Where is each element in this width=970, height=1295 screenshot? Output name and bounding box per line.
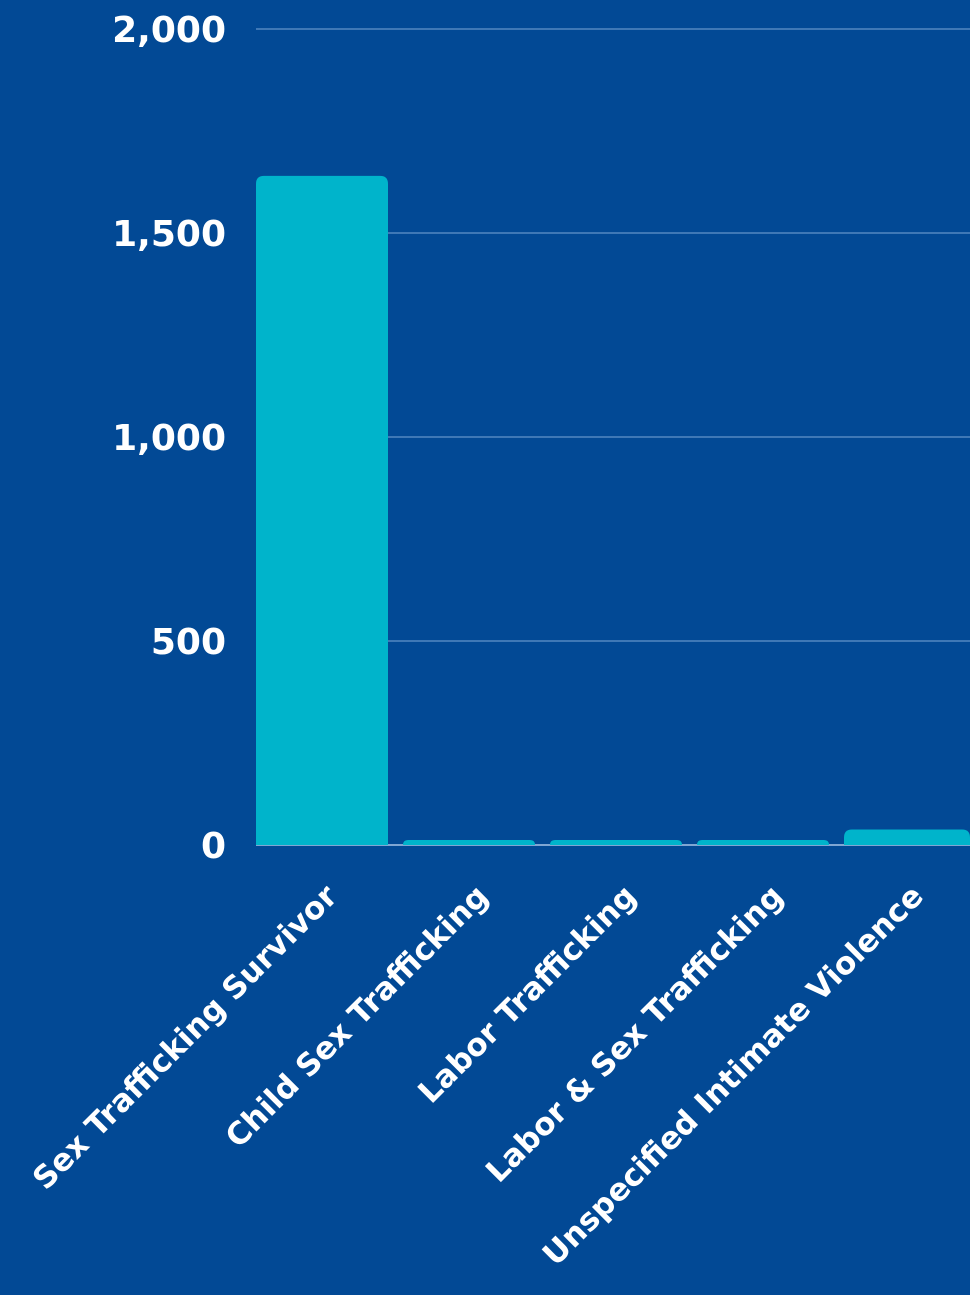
y-tick-label: 500 bbox=[151, 622, 226, 663]
bar-3 bbox=[550, 840, 682, 845]
y-tick-label: 1,000 bbox=[112, 418, 226, 459]
bar-5 bbox=[844, 829, 970, 845]
bar-2 bbox=[403, 840, 535, 845]
y-tick-label: 0 bbox=[201, 826, 226, 867]
bar-1 bbox=[256, 175, 388, 845]
y-tick-label: 1,500 bbox=[112, 214, 226, 255]
bar-4 bbox=[697, 840, 829, 845]
bars bbox=[256, 175, 970, 845]
y-axis-ticks: 0 500 1,000 1,500 2,000 bbox=[112, 10, 226, 867]
y-tick-label: 2,000 bbox=[112, 10, 226, 51]
